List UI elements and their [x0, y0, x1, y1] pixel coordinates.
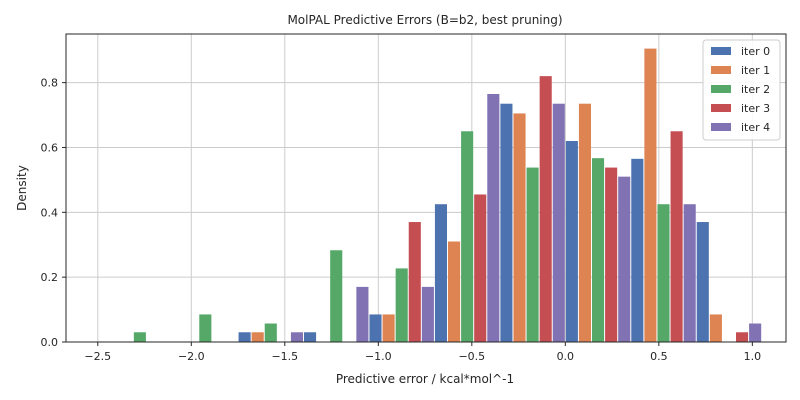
- y-tick-label: 0.6: [41, 141, 59, 154]
- bar-iter-4: [487, 93, 500, 343]
- legend-swatch: [711, 85, 731, 93]
- bar-iter-2: [264, 323, 277, 342]
- bar-iter-2: [461, 131, 474, 342]
- x-tick-label: 0.5: [650, 350, 668, 363]
- bar-iter-4: [421, 286, 434, 342]
- bar-iter-4: [290, 332, 304, 342]
- plot-frame: [65, 33, 787, 343]
- bar-iter-3: [408, 222, 421, 342]
- bar-iter-3: [670, 131, 683, 342]
- x-axis-ticks: −2.5 −2.0 −1.5 −1.0 −0.5 0.0 0.5 1.0: [84, 342, 761, 363]
- legend-label: iter 2: [741, 83, 770, 96]
- x-tick-label: −1.0: [365, 350, 392, 363]
- x-tick-label: −0.5: [458, 350, 485, 363]
- legend-label: iter 0: [741, 45, 770, 58]
- bars: [133, 48, 762, 343]
- y-axis-label: Density: [15, 165, 29, 211]
- x-tick-label: 1.0: [744, 350, 762, 363]
- bar-iter-3: [605, 167, 618, 342]
- x-tick-label: −1.5: [271, 350, 298, 363]
- bar-iter-3: [539, 76, 552, 342]
- bar-iter-4: [618, 176, 631, 342]
- bar-iter-1: [578, 103, 592, 342]
- y-tick-label: 0.8: [41, 77, 59, 90]
- bar-iter-0: [631, 158, 644, 342]
- x-tick-label: −2.5: [84, 350, 111, 363]
- x-tick-label: −2.0: [178, 350, 205, 363]
- legend-swatch: [711, 47, 731, 55]
- legend-box: [702, 39, 781, 141]
- bar-iter-2: [592, 158, 605, 342]
- bar-iter-0: [434, 204, 448, 342]
- y-tick-label: 0.2: [41, 271, 59, 284]
- bar-iter-3: [474, 194, 487, 342]
- x-tick-label: 0.0: [557, 350, 575, 363]
- bar-iter-1: [448, 241, 461, 342]
- chart-title: MolPAL Predictive Errors (B=b2, best pru…: [287, 13, 562, 27]
- bar-iter-2: [526, 167, 539, 342]
- bar-iter-2: [330, 250, 343, 342]
- bar-iter-4: [683, 204, 696, 342]
- legend-label: iter 1: [741, 64, 770, 77]
- y-axis-ticks: 0.0 0.2 0.4 0.6 0.8: [41, 77, 66, 349]
- bar-iter-2: [133, 332, 146, 342]
- bar-iter-2: [395, 268, 408, 342]
- legend-swatch: [711, 66, 731, 74]
- legend-swatch: [711, 104, 731, 112]
- bar-iter-1: [644, 48, 657, 342]
- legend: iter 0 iter 1 iter 2 iter 3 iter 4: [702, 39, 781, 141]
- bar-iter-3: [736, 332, 749, 342]
- bar-iter-1: [513, 113, 526, 342]
- bar-iter-2: [657, 204, 670, 342]
- bar-iter-0: [696, 222, 709, 342]
- y-tick-label: 0.0: [41, 336, 59, 349]
- bar-iter-0: [500, 103, 513, 342]
- bar-iter-0: [304, 332, 317, 342]
- bar-iter-1: [382, 314, 395, 342]
- bar-iter-4: [356, 286, 369, 342]
- legend-label: iter 3: [741, 102, 770, 115]
- bar-iter-0: [565, 140, 578, 342]
- bar-iter-4: [749, 323, 762, 342]
- legend-label: iter 4: [741, 121, 770, 134]
- bar-iter-4: [552, 103, 565, 342]
- bar-iter-0: [369, 314, 382, 342]
- bar-iter-2: [199, 314, 212, 342]
- bar-iter-1: [251, 332, 264, 342]
- x-axis-label: Predictive error / kcal*mol^-1: [336, 372, 514, 386]
- bar-iter-1: [709, 314, 722, 342]
- legend-swatch: [711, 123, 731, 131]
- y-tick-label: 0.4: [41, 206, 59, 219]
- bar-iter-0: [238, 332, 251, 342]
